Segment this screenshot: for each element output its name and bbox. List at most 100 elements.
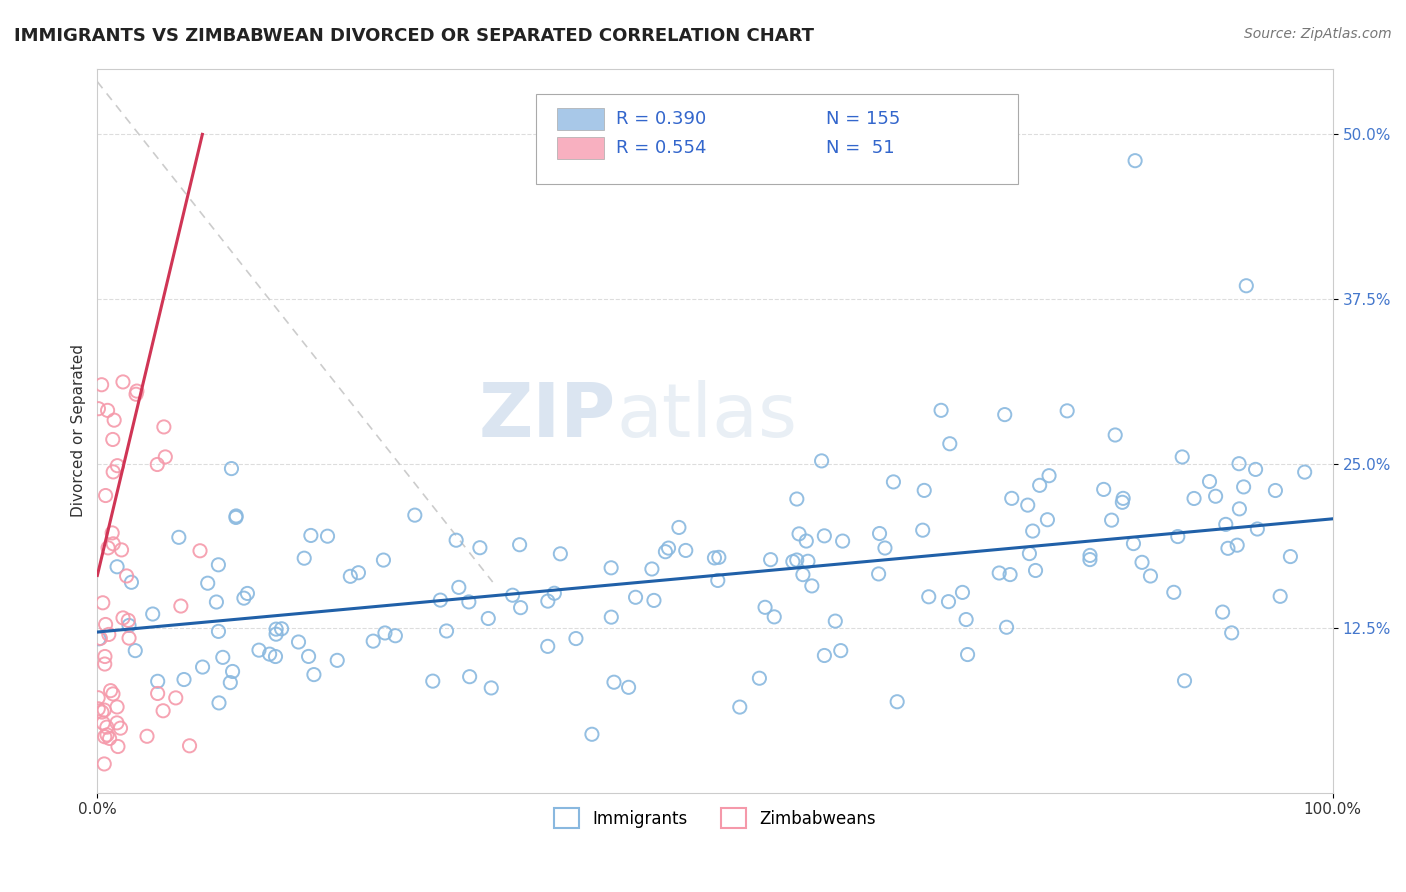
Point xyxy=(97,627,120,641)
Point xyxy=(270,622,292,636)
Point xyxy=(1130,555,1153,569)
Point xyxy=(1216,541,1239,556)
Point xyxy=(998,567,1021,582)
Point xyxy=(297,649,319,664)
Point xyxy=(830,643,852,657)
Point xyxy=(165,690,187,705)
Point xyxy=(869,526,891,541)
Point xyxy=(868,566,890,581)
Point xyxy=(247,643,270,657)
Point xyxy=(105,700,128,714)
Point xyxy=(1123,153,1146,168)
Point xyxy=(384,629,406,643)
Point xyxy=(207,558,229,572)
Point xyxy=(115,569,138,583)
Point xyxy=(1167,530,1189,544)
Point xyxy=(458,670,481,684)
Point xyxy=(429,593,451,607)
Point xyxy=(728,700,751,714)
Point xyxy=(94,617,117,632)
Point xyxy=(339,569,361,583)
Point xyxy=(118,618,141,632)
Point xyxy=(211,650,233,665)
Point xyxy=(1229,501,1251,516)
Point xyxy=(105,458,128,473)
Point xyxy=(1036,513,1059,527)
Point xyxy=(603,675,626,690)
Point xyxy=(110,721,132,735)
Point xyxy=(1078,552,1101,566)
Point xyxy=(111,375,134,389)
Text: IMMIGRANTS VS ZIMBABWEAN DIVORCED OR SEPARATED CORRELATION CHART: IMMIGRANTS VS ZIMBABWEAN DIVORCED OR SEP… xyxy=(14,27,814,45)
Point xyxy=(657,541,679,555)
Point xyxy=(988,566,1011,580)
Point xyxy=(444,533,467,548)
Point xyxy=(374,626,396,640)
Point xyxy=(97,541,120,555)
Point xyxy=(124,643,146,657)
Point xyxy=(264,622,287,636)
Point xyxy=(477,611,499,625)
Point xyxy=(763,610,786,624)
Point xyxy=(93,730,115,744)
Point xyxy=(479,681,502,695)
Point xyxy=(794,534,817,549)
Point xyxy=(103,413,125,427)
Point xyxy=(1227,457,1250,471)
Point xyxy=(197,576,219,591)
Point xyxy=(509,538,531,552)
Point xyxy=(938,594,960,608)
Point xyxy=(98,731,121,746)
Point xyxy=(617,681,640,695)
Point xyxy=(125,384,148,398)
Point xyxy=(703,550,725,565)
Point xyxy=(550,547,572,561)
Point xyxy=(457,595,479,609)
Point xyxy=(404,508,426,523)
Point xyxy=(94,649,117,664)
Point xyxy=(287,635,309,649)
Point xyxy=(1056,404,1078,418)
Point xyxy=(1173,673,1195,688)
Point xyxy=(1198,475,1220,489)
FancyBboxPatch shape xyxy=(557,108,603,130)
Point xyxy=(912,483,935,498)
Point xyxy=(125,387,148,401)
Point xyxy=(87,690,110,705)
Point xyxy=(956,648,979,662)
Point xyxy=(952,585,974,599)
Point xyxy=(208,696,231,710)
Point xyxy=(361,634,384,648)
Point xyxy=(1101,513,1123,527)
Point xyxy=(101,465,124,479)
Point xyxy=(792,567,814,582)
Point xyxy=(502,588,524,602)
Point xyxy=(813,648,835,663)
Point xyxy=(831,534,853,549)
Point xyxy=(373,553,395,567)
Point xyxy=(1226,538,1249,552)
Text: Source: ZipAtlas.com: Source: ZipAtlas.com xyxy=(1244,27,1392,41)
Point xyxy=(292,551,315,566)
Point xyxy=(1244,462,1267,476)
Point xyxy=(1038,468,1060,483)
Point xyxy=(191,660,214,674)
Point xyxy=(1025,564,1047,578)
Point xyxy=(422,674,444,689)
Point xyxy=(581,727,603,741)
Point xyxy=(886,695,908,709)
Point xyxy=(1028,478,1050,492)
Point xyxy=(91,596,114,610)
Point xyxy=(105,715,128,730)
Point xyxy=(91,716,114,731)
Point xyxy=(152,704,174,718)
Point xyxy=(994,408,1017,422)
Point xyxy=(707,550,730,565)
Point xyxy=(117,613,139,627)
Point xyxy=(1021,524,1043,538)
Point xyxy=(167,530,190,544)
Point xyxy=(1212,605,1234,619)
Point xyxy=(96,720,118,734)
Point xyxy=(436,624,458,638)
Point xyxy=(675,543,697,558)
